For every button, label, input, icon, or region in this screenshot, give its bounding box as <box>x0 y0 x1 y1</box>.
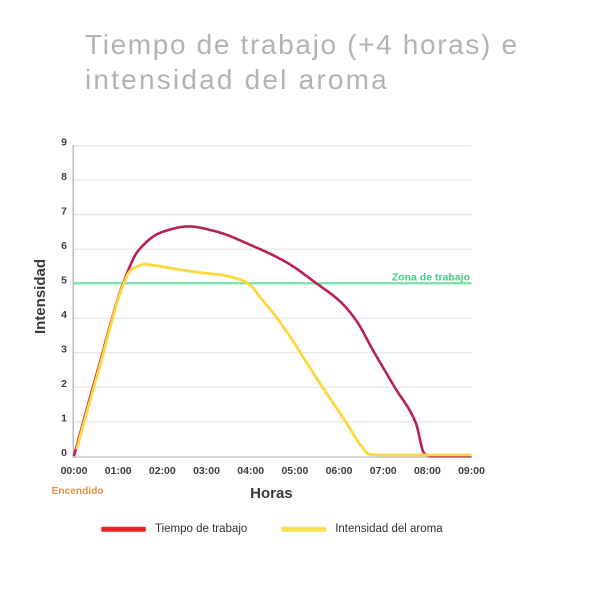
svg-text:9: 9 <box>61 137 67 149</box>
svg-text:8: 8 <box>61 171 67 183</box>
svg-text:4: 4 <box>61 309 67 321</box>
svg-text:04:00: 04:00 <box>237 465 264 477</box>
svg-text:Encendido: Encendido <box>52 486 104 497</box>
svg-text:02:00: 02:00 <box>149 465 176 477</box>
svg-text:6: 6 <box>61 240 67 252</box>
svg-text:7: 7 <box>61 206 67 218</box>
svg-text:08:00: 08:00 <box>414 465 441 477</box>
svg-text:03:00: 03:00 <box>193 465 220 477</box>
svg-text:intensidad del aroma: intensidad del aroma <box>85 64 389 95</box>
svg-text:2: 2 <box>61 378 67 390</box>
svg-text:0: 0 <box>61 447 67 459</box>
svg-text:06:00: 06:00 <box>326 465 353 477</box>
svg-text:5: 5 <box>61 275 67 287</box>
svg-text:Zona de trabajo: Zona de trabajo <box>392 272 470 284</box>
svg-text:01:00: 01:00 <box>105 465 132 477</box>
svg-text:Tiempo de trabajo: Tiempo de trabajo <box>155 523 247 535</box>
svg-text:07:00: 07:00 <box>370 465 397 477</box>
svg-text:09:00: 09:00 <box>458 465 485 477</box>
svg-text:05:00: 05:00 <box>281 465 308 477</box>
svg-text:00:00: 00:00 <box>61 465 88 477</box>
svg-text:Tiempo de trabajo (+4 horas) e: Tiempo de trabajo (+4 horas) e <box>85 29 519 60</box>
svg-text:Horas: Horas <box>250 485 293 502</box>
svg-text:3: 3 <box>61 344 67 356</box>
svg-text:Intensidad del aroma: Intensidad del aroma <box>335 523 443 535</box>
svg-text:1: 1 <box>61 413 67 425</box>
svg-text:Intensidad: Intensidad <box>32 259 49 334</box>
